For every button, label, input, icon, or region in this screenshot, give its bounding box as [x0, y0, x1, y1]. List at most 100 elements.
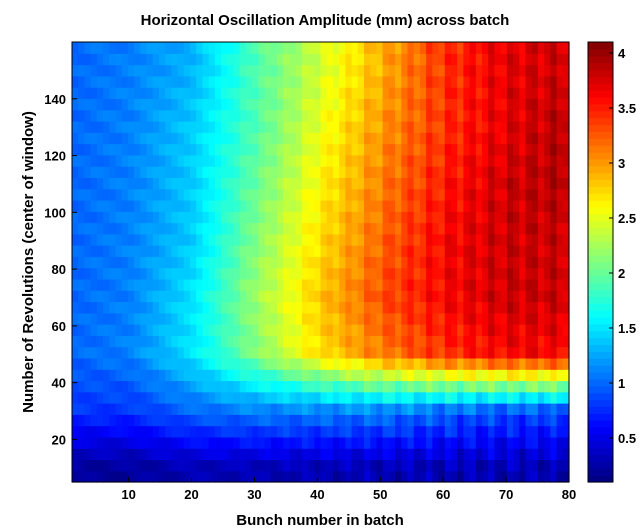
- heatmap-cell: [494, 211, 502, 224]
- heatmap-cell: [258, 369, 266, 382]
- heatmap-cell: [562, 301, 570, 314]
- heatmap-cell: [550, 188, 558, 201]
- heatmap-cell: [444, 120, 452, 133]
- heatmap-cell: [121, 267, 129, 280]
- heatmap-cell: [475, 64, 483, 77]
- heatmap-cell: [295, 403, 303, 415]
- heatmap-cell: [426, 459, 433, 472]
- heatmap-cell: [165, 154, 172, 167]
- heatmap-cell: [121, 391, 129, 404]
- heatmap-cell: [115, 143, 123, 156]
- heatmap-cell: [152, 109, 160, 122]
- heatmap-cell: [158, 256, 166, 269]
- heatmap-cell: [351, 391, 359, 404]
- heatmap-cell: [531, 414, 539, 427]
- heatmap-cell: [171, 233, 179, 246]
- heatmap-cell: [339, 199, 346, 212]
- heatmap-cell: [227, 312, 235, 325]
- heatmap-cell: [277, 391, 284, 404]
- heatmap-cell: [289, 425, 297, 438]
- heatmap-cell: [115, 256, 123, 269]
- heatmap-cell: [289, 245, 297, 257]
- heatmap-cell: [419, 414, 427, 427]
- heatmap-cell: [158, 154, 166, 167]
- heatmap-cell: [314, 369, 322, 382]
- heatmap-cell: [196, 53, 204, 66]
- heatmap-cell: [407, 120, 415, 133]
- heatmap-cell: [121, 425, 129, 438]
- heatmap-cell: [463, 75, 471, 88]
- chart-title: Horizontal Oscillation Amplitude (mm) ac…: [141, 12, 510, 29]
- colorbar-segment: [588, 282, 613, 291]
- heatmap-cell: [227, 436, 235, 449]
- heatmap-cell: [475, 199, 483, 212]
- heatmap-cell: [96, 380, 104, 393]
- heatmap-cell: [277, 199, 284, 212]
- heatmap-cell: [183, 222, 191, 235]
- heatmap-cell: [537, 324, 545, 336]
- heatmap-cell: [239, 233, 247, 246]
- heatmap-cell: [202, 143, 210, 156]
- heatmap-cell: [127, 312, 135, 325]
- heatmap-cell: [295, 64, 303, 77]
- y-tick-label: 80: [52, 262, 66, 277]
- heatmap-cell: [469, 154, 477, 167]
- heatmap-cell: [382, 132, 390, 145]
- heatmap-cell: [544, 380, 551, 393]
- heatmap-cell: [537, 470, 545, 483]
- heatmap-cell: [109, 357, 117, 370]
- heatmap-cell: [519, 98, 527, 111]
- heatmap-cell: [152, 120, 160, 133]
- heatmap-cell: [463, 391, 471, 404]
- heatmap-cell: [295, 120, 303, 133]
- heatmap-cell: [72, 357, 79, 370]
- heatmap-cell: [152, 98, 160, 111]
- heatmap-cell: [190, 211, 197, 224]
- heatmap-cell: [277, 64, 284, 77]
- heatmap-cell: [537, 290, 545, 303]
- heatmap-cell: [357, 42, 365, 54]
- heatmap-cell: [457, 42, 464, 54]
- heatmap-cell: [426, 470, 433, 483]
- heatmap-cell: [444, 199, 452, 212]
- heatmap-cell: [475, 53, 483, 66]
- heatmap-cell: [550, 109, 558, 122]
- heatmap-cell: [320, 53, 328, 66]
- heatmap-cell: [550, 154, 558, 167]
- heatmap-cell: [382, 267, 390, 280]
- heatmap-cell: [376, 335, 384, 348]
- heatmap-cell: [320, 290, 328, 303]
- heatmap-cell: [519, 120, 527, 133]
- heatmap-cell: [214, 87, 222, 100]
- heatmap-cell: [438, 346, 446, 359]
- heatmap-cell: [90, 42, 98, 54]
- heatmap-cell: [146, 301, 154, 314]
- heatmap-cell: [78, 132, 86, 145]
- heatmap-cell: [351, 199, 359, 212]
- heatmap-cell: [519, 75, 527, 88]
- heatmap-cell: [382, 53, 390, 66]
- heatmap-cell: [488, 459, 496, 472]
- heatmap-cell: [395, 222, 402, 235]
- heatmap-cell: [283, 448, 291, 461]
- heatmap-cell: [332, 312, 340, 325]
- heatmap-cell: [233, 357, 241, 370]
- heatmap-cell: [401, 199, 409, 212]
- heatmap-cell: [469, 414, 477, 427]
- colorbar-segment: [588, 213, 613, 222]
- colorbar-segment: [588, 440, 613, 449]
- heatmap-cell: [146, 120, 154, 133]
- heatmap-cell: [401, 75, 409, 88]
- heatmap-cell: [407, 380, 415, 393]
- heatmap-cell: [519, 245, 527, 257]
- heatmap-cell: [395, 233, 402, 246]
- heatmap-cell: [469, 98, 477, 111]
- heatmap-cell: [475, 75, 483, 88]
- heatmap-cell: [239, 87, 247, 100]
- heatmap-cell: [419, 448, 427, 461]
- heatmap-cell: [332, 448, 340, 461]
- heatmap-cell: [72, 211, 79, 224]
- heatmap-cell: [395, 470, 402, 483]
- heatmap-cell: [444, 301, 452, 314]
- heatmap-cell: [363, 42, 371, 54]
